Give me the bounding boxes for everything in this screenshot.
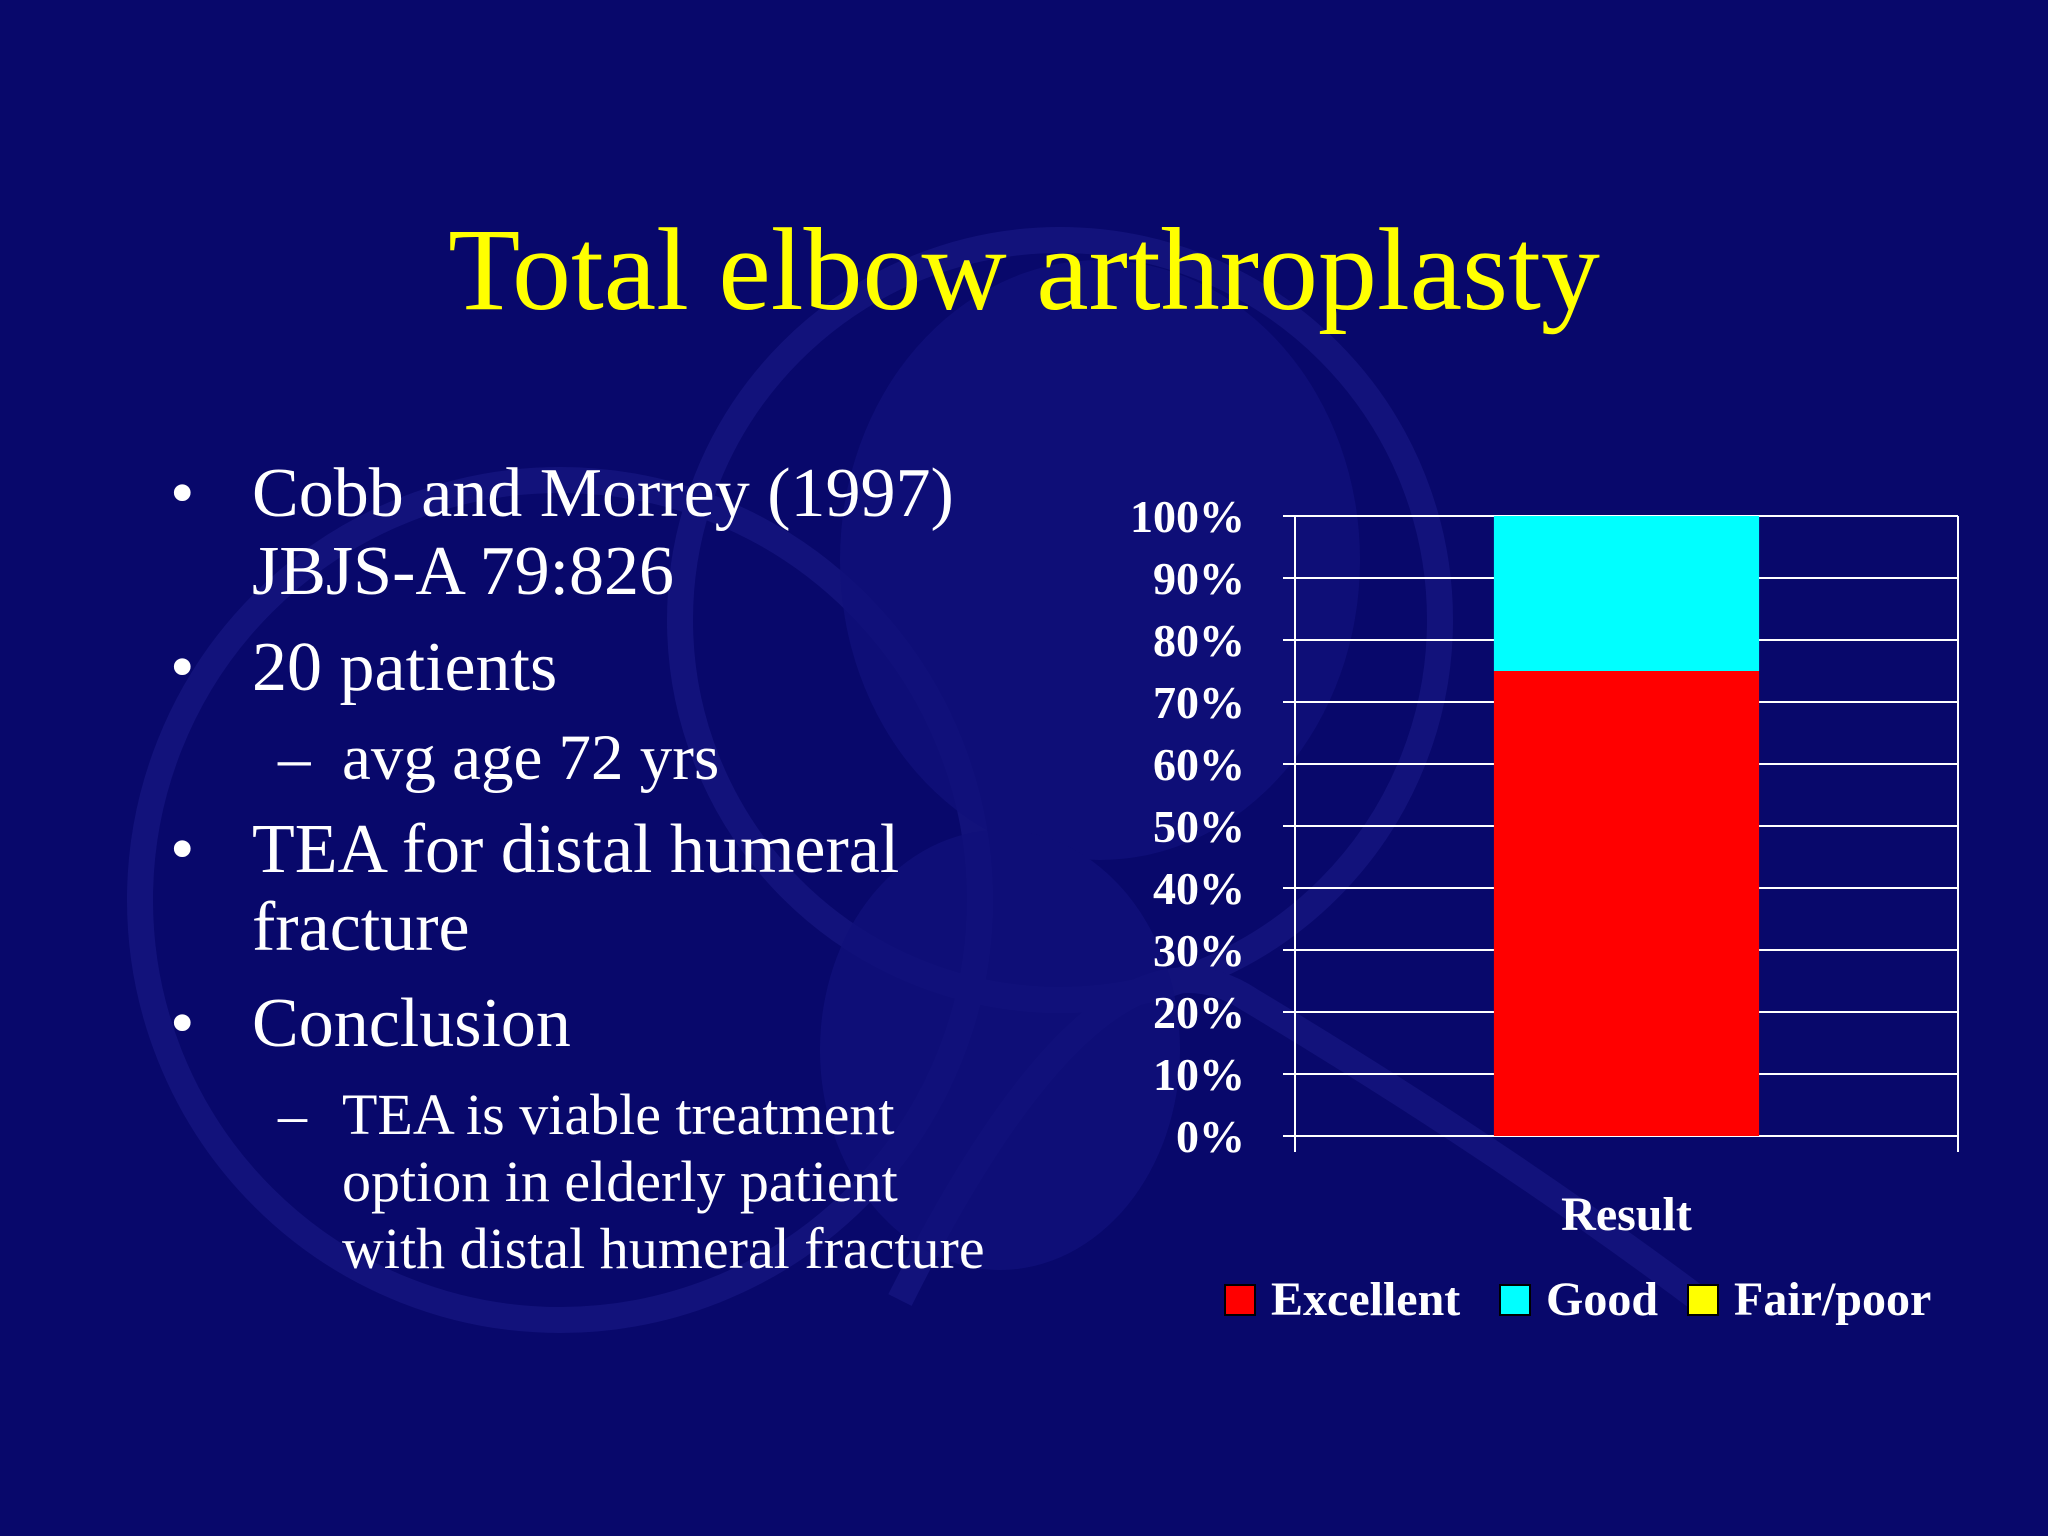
legend-label: Good <box>1546 1273 1658 1326</box>
bar-segment-excellent <box>1493 671 1760 1136</box>
sub-bullet-marker: – <box>278 722 311 794</box>
result-chart: 0% 10% 20% 30% 40% 50% 60% 70% 80% 90% 100% Result E… <box>1130 491 1959 1326</box>
sub-bullet-marker: – <box>278 1082 307 1147</box>
y-tick-label: 70% <box>1153 677 1245 728</box>
bullet-marker: • <box>170 629 195 706</box>
sub-bullet-text: avg age 72 yrs <box>342 722 720 794</box>
y-tick-label: 0% <box>1176 1111 1245 1162</box>
legend-label: Fair/poor <box>1734 1273 1931 1326</box>
bullet-item: • 20 patients <box>170 629 1000 707</box>
bullet-text: Conclusion <box>252 985 571 1062</box>
y-tick-label: 40% <box>1153 863 1245 914</box>
y-tick-label: 100% <box>1130 491 1245 542</box>
sub-bullet-item: – TEA is viable treatment option in elde… <box>170 1081 1000 1282</box>
y-tick-label: 20% <box>1153 987 1245 1038</box>
legend-swatch-excellent <box>1224 1284 1256 1316</box>
bullet-item: • Cobb and Morrey (1997) JBJS-A 79:826 <box>170 455 1000 611</box>
y-tick-label: 90% <box>1153 553 1245 604</box>
y-tick-label: 30% <box>1153 925 1245 976</box>
bullet-text: 20 patients <box>252 629 558 706</box>
y-tick-label: 10% <box>1153 1049 1245 1100</box>
y-tick-label: 60% <box>1153 739 1245 790</box>
y-tick-label: 80% <box>1153 615 1245 666</box>
legend-swatch-good <box>1499 1284 1531 1316</box>
bullet-item: • Conclusion <box>170 985 1000 1063</box>
bullet-list: • Cobb and Morrey (1997) JBJS-A 79:826 •… <box>170 455 1000 1302</box>
bullet-marker: • <box>170 811 195 888</box>
bullet-text: Cobb and Morrey (1997) JBJS-A 79:826 <box>252 455 954 610</box>
x-axis-label: Result <box>1561 1188 1692 1241</box>
legend-swatch-fair-poor <box>1687 1284 1719 1316</box>
y-tick-label: 50% <box>1153 801 1245 852</box>
legend-label: Excellent <box>1271 1273 1460 1326</box>
sub-bullet-item: – avg age 72 yrs <box>170 725 1000 791</box>
bullet-item: • TEA for distal humeral fracture <box>170 811 1000 967</box>
bullet-text: TEA for distal humeral fracture <box>252 811 900 966</box>
slide-title: Total elbow arthroplasty <box>448 204 1600 335</box>
bullet-marker: • <box>170 455 195 532</box>
bar-segment-good <box>1493 516 1760 671</box>
bullet-marker: • <box>170 985 195 1062</box>
sub-bullet-text: TEA is viable treatment option in elderl… <box>342 1082 985 1281</box>
